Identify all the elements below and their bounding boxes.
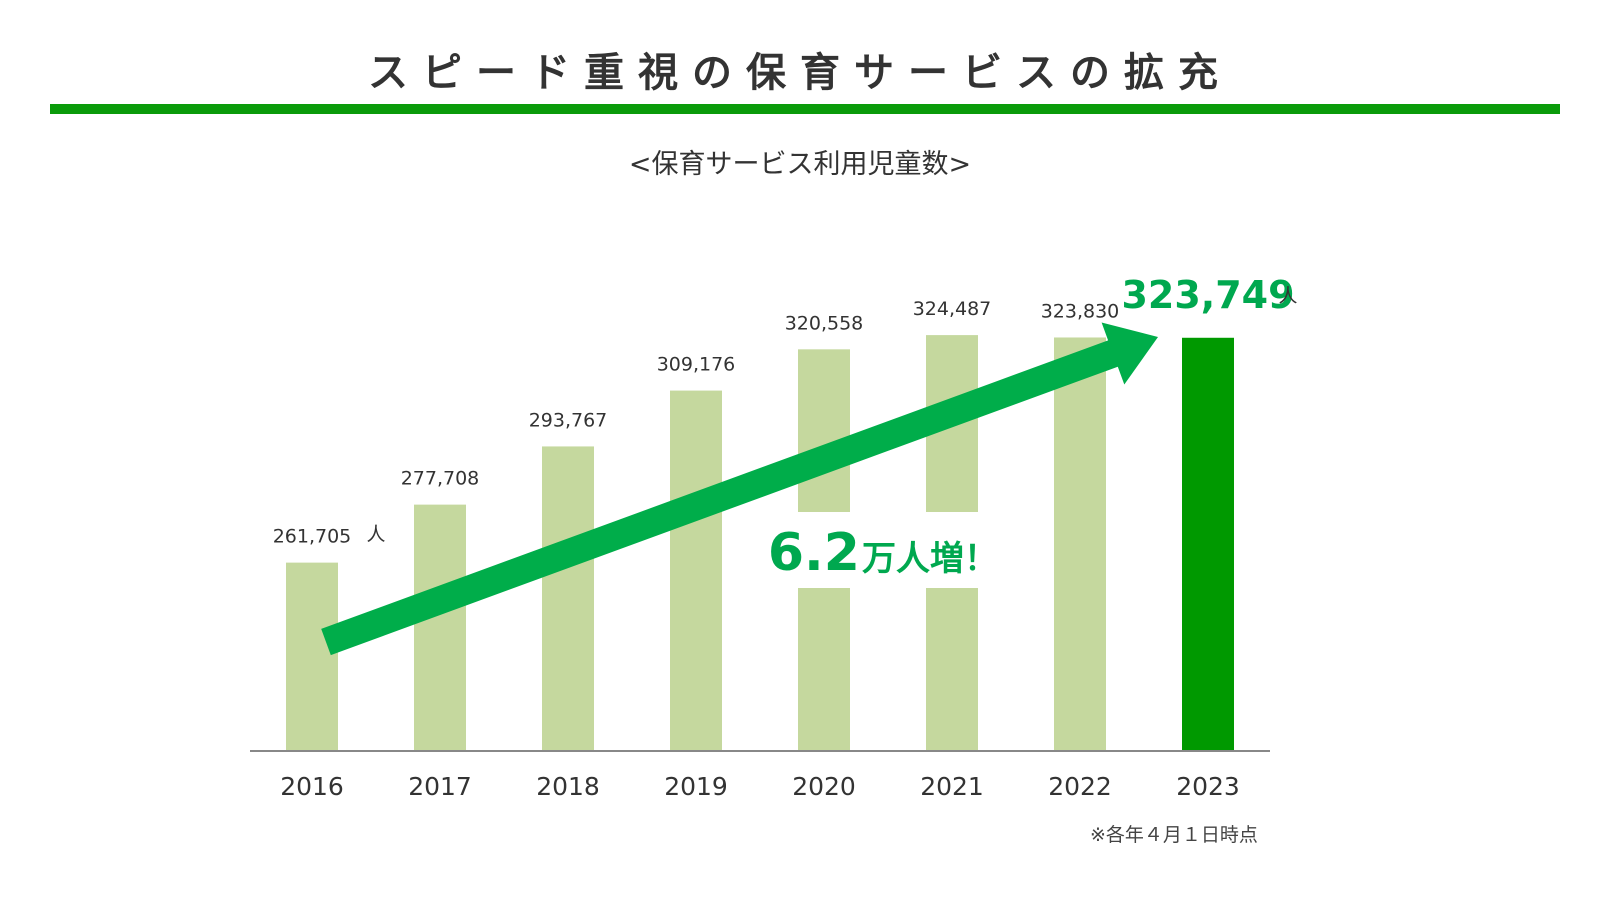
value-label-2018: 293,767 [529, 409, 608, 431]
chart-subtitle: <保育サービス利用児童数> [628, 149, 972, 180]
x-tick-label-2023: 2023 [1176, 772, 1240, 801]
annotation-backdrop-2020 [797, 512, 851, 588]
value-label-2016: 261,705 [273, 526, 352, 548]
value-label-2021: 324,487 [913, 298, 992, 320]
x-tick-label-2022: 2022 [1048, 772, 1112, 801]
footnote: ※各年４月１日時点 [1090, 824, 1258, 846]
x-tick-label-2020: 2020 [792, 772, 856, 801]
bar-2016 [286, 562, 338, 750]
annotation-backdrop-2021 [925, 512, 979, 588]
bar-2022 [1054, 337, 1106, 750]
value-label-2020: 320,558 [785, 312, 864, 334]
x-tick-label-2021: 2021 [920, 772, 984, 801]
title-underline [50, 104, 1560, 114]
value-label-2019: 309,176 [657, 354, 736, 376]
value-label-2022: 323,830 [1041, 300, 1120, 322]
x-tick-label-2019: 2019 [664, 772, 728, 801]
unit-label-2016: 人 [366, 524, 385, 546]
unit-label-2023: 人 [1278, 285, 1297, 307]
bar-2019 [670, 390, 722, 750]
growth-arrow [321, 322, 1158, 656]
increase-number: 6.2 [768, 523, 860, 583]
page-title: スピード重視の保育サービスの拡充 [368, 50, 1232, 96]
increase-suffix: 万人増！ [862, 539, 998, 579]
value-label-2017: 277,708 [401, 468, 480, 490]
bar-2018 [542, 446, 594, 750]
value-label-2023: 323,749 [1121, 273, 1294, 317]
bar-2023 [1182, 337, 1234, 750]
x-tick-label-2018: 2018 [536, 772, 600, 801]
bar-2017 [414, 504, 466, 750]
x-tick-label-2016: 2016 [280, 772, 344, 801]
x-tick-label-2017: 2017 [408, 772, 472, 801]
